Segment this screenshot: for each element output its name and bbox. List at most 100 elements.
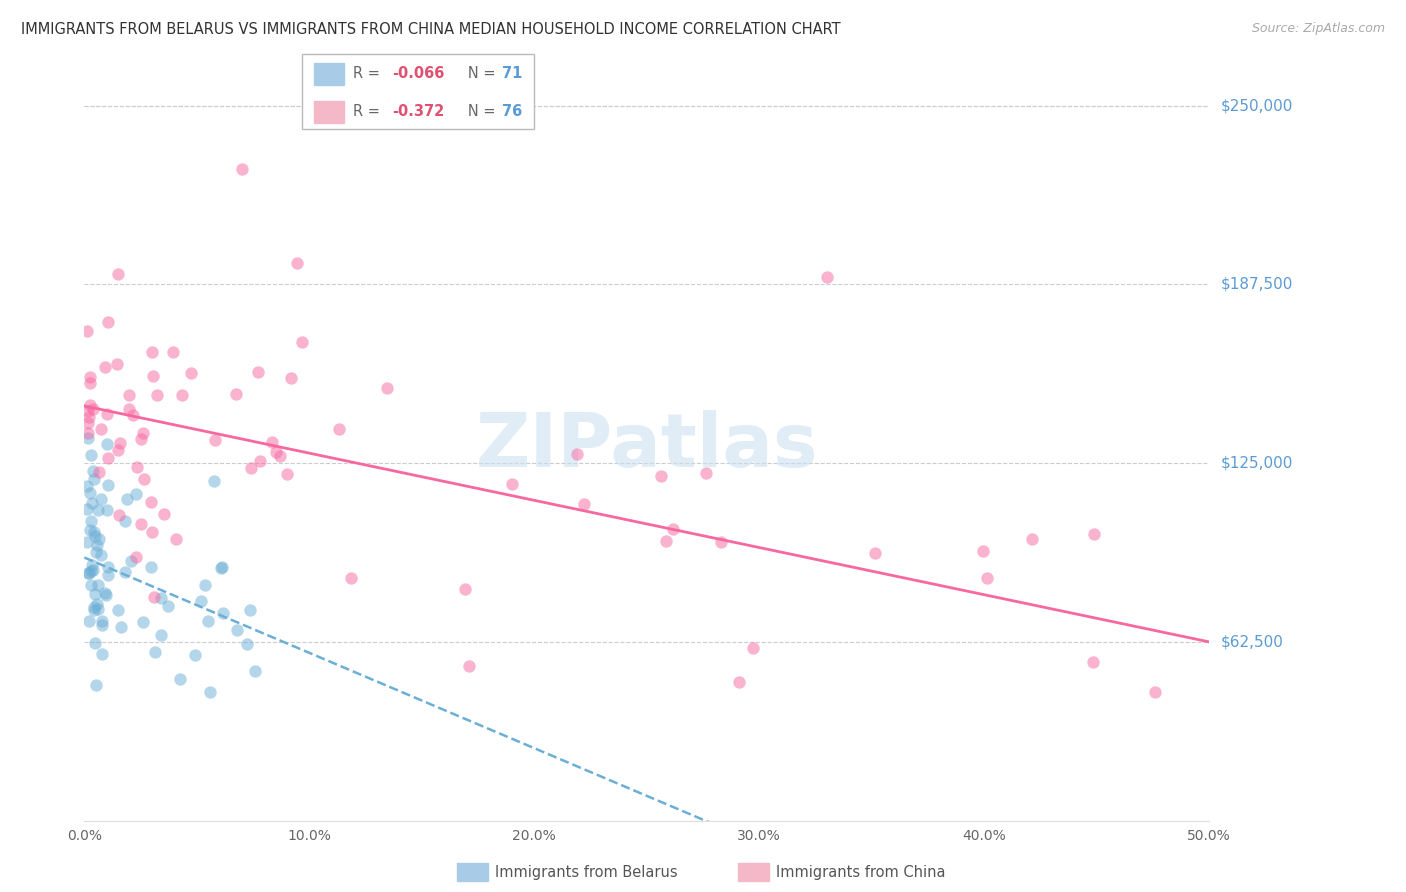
Point bbox=[190, 594, 212, 608]
Text: IMMIGRANTS FROM BELARUS VS IMMIGRANTS FROM CHINA MEDIAN HOUSEHOLD INCOME CORRELA: IMMIGRANTS FROM BELARUS VS IMMIGRANTS FR… bbox=[21, 22, 841, 37]
Point bbox=[1081, 655, 1104, 669]
Point bbox=[125, 549, 148, 564]
Point bbox=[662, 523, 685, 537]
Point bbox=[82, 401, 104, 416]
Point bbox=[262, 434, 284, 449]
Point bbox=[377, 381, 399, 395]
Text: R =: R = bbox=[353, 104, 384, 120]
Text: $187,500: $187,500 bbox=[1220, 277, 1292, 292]
Point bbox=[118, 388, 141, 402]
Point bbox=[79, 448, 101, 462]
Point bbox=[86, 597, 108, 611]
Point bbox=[655, 534, 678, 549]
Point bbox=[134, 472, 156, 486]
Point bbox=[180, 366, 202, 380]
Point bbox=[83, 587, 105, 601]
Text: 71: 71 bbox=[502, 66, 522, 81]
Point bbox=[145, 388, 167, 402]
Point bbox=[77, 404, 100, 418]
Point bbox=[91, 618, 114, 632]
Point bbox=[143, 590, 166, 604]
Point bbox=[142, 368, 165, 383]
Point bbox=[141, 559, 163, 574]
Point bbox=[194, 577, 217, 591]
Point bbox=[141, 344, 163, 359]
Point bbox=[650, 469, 672, 483]
Point bbox=[90, 548, 112, 562]
Point bbox=[80, 577, 103, 591]
Point bbox=[77, 566, 100, 580]
Point bbox=[247, 365, 270, 379]
Point bbox=[94, 359, 117, 374]
Point bbox=[170, 388, 193, 402]
Point bbox=[90, 422, 112, 436]
Point bbox=[162, 344, 184, 359]
Point bbox=[453, 582, 475, 596]
Point bbox=[76, 501, 98, 516]
Point bbox=[96, 407, 118, 421]
Point bbox=[276, 467, 298, 482]
Point bbox=[225, 623, 247, 637]
Point bbox=[84, 678, 107, 692]
Point bbox=[202, 474, 225, 488]
Point bbox=[107, 603, 129, 617]
Point bbox=[211, 559, 233, 574]
Point bbox=[709, 535, 731, 549]
Point bbox=[94, 586, 117, 600]
Point bbox=[863, 546, 886, 560]
Point bbox=[96, 478, 118, 492]
Point bbox=[132, 615, 155, 629]
Text: Source: ZipAtlas.com: Source: ZipAtlas.com bbox=[1251, 22, 1385, 36]
Text: $250,000: $250,000 bbox=[1220, 98, 1292, 113]
Point bbox=[225, 387, 247, 401]
Point bbox=[91, 614, 114, 628]
Point bbox=[91, 647, 114, 661]
Point bbox=[117, 401, 139, 416]
Point bbox=[76, 324, 98, 338]
Point bbox=[572, 498, 595, 512]
Point bbox=[80, 564, 103, 578]
Point bbox=[204, 433, 226, 447]
Point bbox=[82, 563, 104, 577]
Point bbox=[501, 477, 523, 491]
Point bbox=[114, 565, 136, 579]
Point bbox=[97, 568, 120, 582]
Point bbox=[243, 664, 266, 678]
Point bbox=[121, 408, 143, 422]
Point bbox=[129, 432, 152, 446]
Point bbox=[741, 640, 763, 655]
Point bbox=[114, 514, 136, 528]
Text: ZIPatlas: ZIPatlas bbox=[475, 409, 818, 483]
Point bbox=[79, 398, 101, 412]
Point bbox=[79, 523, 101, 537]
Text: N =: N = bbox=[454, 104, 501, 120]
Point bbox=[149, 591, 172, 605]
Point bbox=[83, 602, 105, 616]
Text: N =: N = bbox=[454, 66, 501, 81]
Point bbox=[87, 602, 110, 616]
Point bbox=[83, 636, 105, 650]
Point bbox=[79, 376, 101, 390]
Point bbox=[236, 637, 259, 651]
Point bbox=[184, 648, 207, 663]
Text: Immigrants from China: Immigrants from China bbox=[776, 865, 946, 880]
Point bbox=[280, 371, 302, 385]
Point bbox=[269, 449, 291, 463]
Point bbox=[120, 554, 142, 568]
Point bbox=[76, 479, 98, 493]
Point bbox=[82, 464, 104, 478]
Point bbox=[96, 503, 118, 517]
Point bbox=[458, 659, 481, 673]
Point bbox=[129, 516, 152, 531]
Point bbox=[107, 442, 129, 457]
Point bbox=[80, 496, 103, 510]
Point bbox=[156, 599, 179, 614]
Text: $62,500: $62,500 bbox=[1220, 634, 1284, 649]
Point bbox=[89, 465, 111, 479]
Point bbox=[94, 588, 117, 602]
Point bbox=[83, 528, 105, 542]
Text: Immigrants from Belarus: Immigrants from Belarus bbox=[495, 865, 678, 880]
Point bbox=[76, 425, 98, 440]
Point bbox=[83, 472, 105, 486]
Point bbox=[976, 571, 998, 585]
